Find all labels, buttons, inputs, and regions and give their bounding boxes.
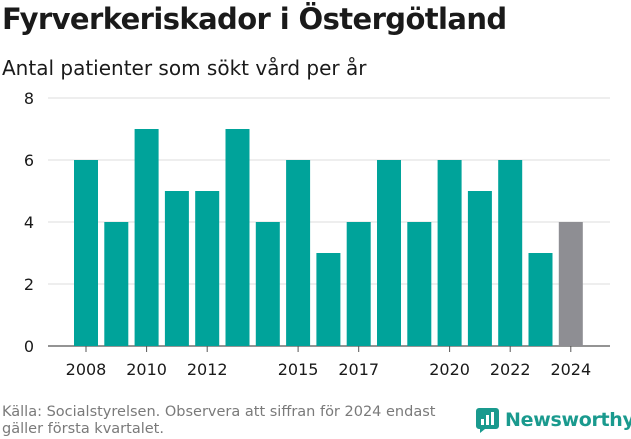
y-tick-label: 8 [24,89,34,108]
chart-title: Fyrverkeriskador i Östergötland [2,2,507,36]
bar-2023 [528,253,553,346]
x-tick-label: 2008 [66,360,107,379]
y-tick-label: 0 [24,337,34,356]
bar-2013 [225,129,250,346]
bar-2024 [558,222,583,346]
chart-subtitle: Antal patienter som sökt vård per år [2,56,367,80]
bar-2017 [346,222,371,346]
bar-2009 [104,222,129,346]
bar-2022 [498,160,523,346]
bar-2019 [407,222,432,346]
x-tick-label: 2022 [490,360,531,379]
bar-2012 [195,191,220,346]
y-tick-label: 2 [24,275,34,294]
y-tick-label: 4 [24,213,34,232]
newsworthy-logo: Newsworthy [476,407,631,433]
newsworthy-bar-chart-icon [476,408,499,433]
bar-2014 [255,222,280,346]
x-axis-ticks: 2008 2010 2012 2015 2017 2020 2022 2024 [66,346,591,379]
y-axis-ticks: 0 2 4 6 8 [24,89,34,356]
bar-chart: 0 2 4 6 8 2008 2010 2012 2015 2017 2020 2022 2024 [24,89,610,379]
x-tick-label: 2012 [187,360,228,379]
x-tick-label: 2010 [126,360,167,379]
x-tick-label: 2024 [550,360,591,379]
bar-2015 [286,160,311,346]
bar-2011 [164,191,189,346]
bars [74,129,583,346]
bar-2016 [316,253,341,346]
x-tick-label: 2020 [429,360,470,379]
source-note: Källa: Socialstyrelsen. Observera att si… [2,404,436,437]
bar-2010 [134,129,159,346]
bar-2020 [437,160,462,346]
y-tick-label: 6 [24,151,34,170]
bar-2021 [467,191,492,346]
x-tick-label: 2015 [278,360,319,379]
bar-2018 [377,160,401,346]
logo-text: Newsworthy [505,409,631,431]
bar-2008 [74,160,98,346]
x-tick-label: 2017 [338,360,379,379]
